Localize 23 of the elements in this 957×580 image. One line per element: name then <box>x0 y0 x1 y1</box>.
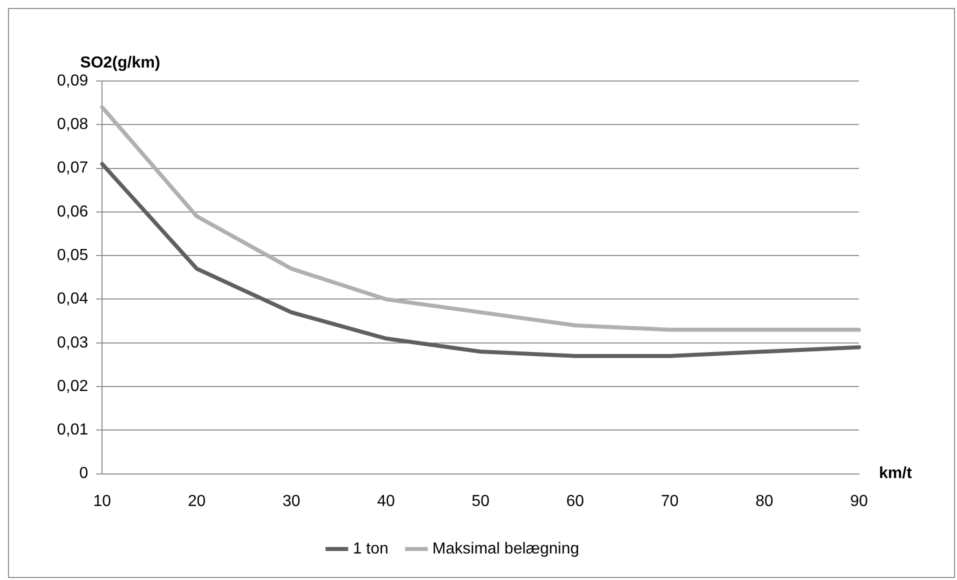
y-tick-label: 0 <box>79 465 88 482</box>
y-tick-label: 0,01 <box>57 422 88 439</box>
x-tick-label: 30 <box>282 492 300 510</box>
y-tick-label: 0,02 <box>57 378 88 395</box>
x-tick-label: 90 <box>850 492 868 510</box>
y-tick-label: 0,09 <box>57 72 88 90</box>
y-tick-label: 0,08 <box>57 116 88 134</box>
y-tick-label: 0,04 <box>57 290 88 308</box>
x-tick-label: 20 <box>188 492 206 510</box>
legend-label: Maksimal belægning <box>432 540 580 558</box>
x-axis-title: km/t <box>879 465 913 482</box>
x-tick-label: 40 <box>377 492 395 510</box>
y-tick-label: 0,05 <box>57 246 88 264</box>
x-tick-label: 70 <box>660 492 679 510</box>
y-tick-label: 0,07 <box>57 160 88 177</box>
legend-label: 1 ton <box>352 540 388 558</box>
y-tick-label: 0,06 <box>57 203 88 220</box>
y-axis-title: SO2(g/km) <box>80 54 160 72</box>
y-tick-label: 0,03 <box>57 334 88 352</box>
x-tick-label: 10 <box>93 492 112 510</box>
x-tick-label: 80 <box>755 492 774 510</box>
x-tick-label: 60 <box>566 492 584 510</box>
x-tick-label: 50 <box>472 492 490 510</box>
